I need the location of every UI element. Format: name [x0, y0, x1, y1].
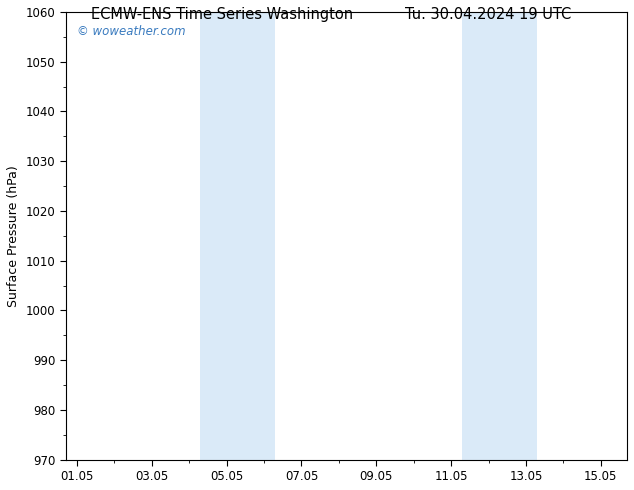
Bar [462, 12, 537, 460]
Text: © woweather.com: © woweather.com [77, 25, 186, 38]
Bar [200, 12, 275, 460]
Y-axis label: Surface Pressure (hPa): Surface Pressure (hPa) [7, 165, 20, 307]
Text: ECMW-ENS Time Series Washington: ECMW-ENS Time Series Washington [91, 7, 353, 23]
Text: Tu. 30.04.2024 19 UTC: Tu. 30.04.2024 19 UTC [405, 7, 571, 23]
